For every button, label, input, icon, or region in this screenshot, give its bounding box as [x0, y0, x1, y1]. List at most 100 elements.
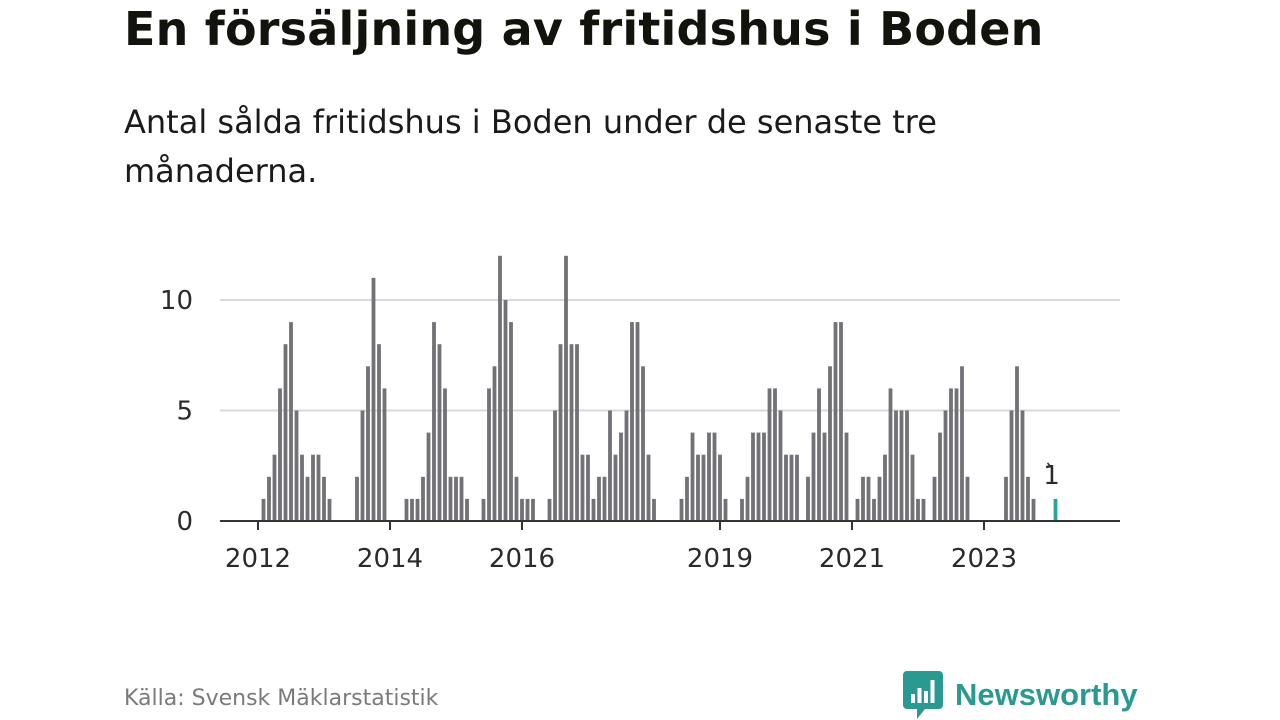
bar	[591, 498, 596, 521]
bar	[558, 344, 563, 521]
bar	[795, 454, 799, 521]
bar	[300, 454, 304, 521]
bar	[619, 432, 623, 521]
bar	[767, 388, 772, 521]
bar	[1004, 476, 1008, 521]
bar	[569, 344, 574, 521]
bar	[514, 476, 519, 521]
bar	[855, 498, 860, 521]
bar	[355, 476, 359, 521]
bar	[316, 454, 321, 521]
bar	[641, 366, 645, 521]
bar	[954, 388, 959, 521]
bar	[899, 410, 904, 521]
bar	[861, 476, 865, 521]
bar	[624, 410, 629, 521]
bar	[811, 432, 816, 521]
bar	[756, 432, 761, 521]
bar	[839, 322, 843, 521]
brand-logo[interactable]: Newsworthy	[903, 671, 1138, 719]
bar	[745, 476, 750, 521]
bar	[762, 432, 766, 521]
bar	[426, 432, 431, 521]
bar	[877, 476, 882, 521]
bar	[910, 454, 915, 521]
bar	[492, 366, 497, 521]
bar	[283, 344, 288, 521]
bar	[547, 498, 552, 521]
x-tick-label: 2019	[687, 544, 753, 574]
bar	[828, 366, 832, 521]
bar	[520, 498, 524, 521]
bar	[718, 454, 722, 521]
bar	[740, 498, 744, 521]
bar	[377, 344, 381, 521]
bar	[289, 322, 293, 521]
bar	[487, 388, 491, 521]
bar	[690, 432, 695, 521]
bar	[410, 498, 414, 521]
newsworthy-logo-icon	[903, 671, 943, 719]
bar	[685, 476, 689, 521]
brand-name: Newsworthy	[955, 677, 1138, 712]
highlight-value-label: 1	[1043, 461, 1060, 491]
bar	[575, 344, 579, 521]
bar	[1026, 476, 1030, 521]
bar	[921, 498, 926, 521]
bar	[905, 410, 909, 521]
bar	[938, 432, 942, 521]
bar	[608, 410, 612, 521]
bar	[448, 476, 453, 521]
bar	[652, 498, 656, 521]
bar	[415, 498, 420, 521]
annotation-pointer	[1046, 462, 1054, 470]
bar	[564, 255, 568, 522]
bar	[305, 476, 310, 521]
bar	[712, 432, 717, 521]
bar	[443, 388, 447, 521]
bar	[553, 410, 557, 521]
bar	[883, 454, 887, 521]
bar	[327, 498, 332, 521]
x-tick-label: 2016	[489, 544, 555, 574]
bar-chart: 0 5 10 1 2012 2014 2016 2019 2021 2023	[160, 255, 1120, 574]
bar	[366, 366, 370, 521]
bar	[272, 454, 277, 521]
bar	[894, 410, 898, 521]
y-tick-label: 0	[176, 507, 193, 537]
bar	[586, 454, 590, 521]
y-tick-label: 5	[176, 397, 193, 427]
bar	[806, 476, 810, 521]
bar	[822, 432, 827, 521]
chart-title: En försäljning av fritidshus i Boden	[124, 2, 1044, 56]
bar	[844, 432, 849, 521]
bar	[635, 322, 640, 521]
bar	[932, 476, 937, 521]
bar	[459, 476, 464, 521]
bar	[679, 498, 684, 521]
bar	[261, 498, 266, 521]
x-tick-label: 2014	[357, 544, 423, 574]
bar	[1015, 366, 1019, 521]
source-note: Källa: Svensk Mäklarstatistik	[124, 686, 439, 711]
bar	[751, 432, 755, 521]
bar	[371, 277, 376, 521]
bar	[960, 366, 964, 521]
bar	[949, 388, 953, 521]
bar	[602, 476, 607, 521]
x-tick-label: 2021	[819, 544, 885, 574]
bar	[465, 498, 469, 521]
x-tick-label: 2023	[951, 544, 1017, 574]
bar	[701, 454, 706, 521]
bar	[267, 476, 271, 521]
bar	[432, 322, 436, 521]
bar	[696, 454, 700, 521]
bar	[503, 300, 508, 521]
bar	[866, 476, 871, 521]
bar	[773, 388, 777, 521]
bar	[597, 476, 601, 521]
bar	[784, 454, 788, 521]
bar	[498, 255, 502, 522]
bar	[723, 498, 728, 521]
bar	[322, 476, 326, 521]
